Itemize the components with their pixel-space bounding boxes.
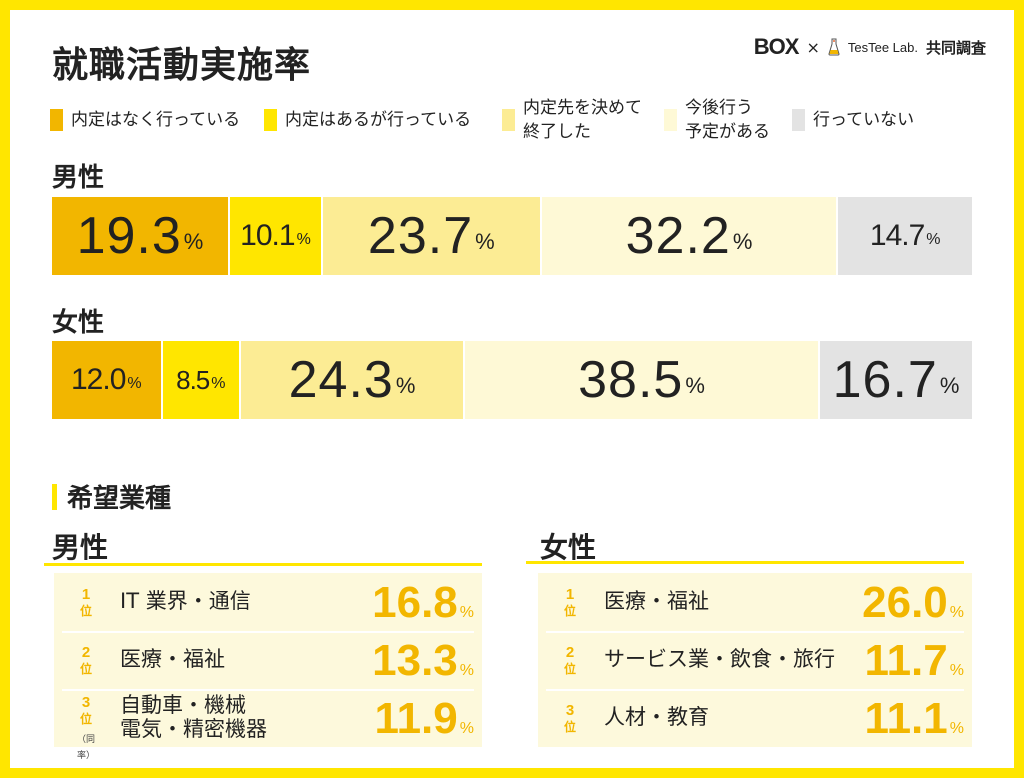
row-divider [546,689,964,691]
industry-name: 医療・福祉 [604,589,709,613]
legend-item: 行っていない [792,108,914,132]
legend-swatch [50,109,63,131]
female-stacked-bar: 12.0% 8.5% 24.3% 38.5% 16.7% [52,341,974,419]
female-ranking-underline [526,561,964,564]
rank-number: 3 位（同率） [74,695,98,763]
testee-logo: TesTee Lab. [847,39,918,55]
industry-percentage: 16.8% [372,578,474,627]
percent-sign: % [732,229,753,254]
legend: 内定はなく行っている 内定はあるが行っている 内定先を決めて 終了した 今後行う… [50,96,1000,148]
bar-segment: 32.2% [541,197,837,275]
bar-segment: 10.1% [229,197,322,275]
legend-label: 内定はあるが行っている [285,110,472,130]
legend-label: 内定先を決めて 終了した [523,98,642,142]
ranking-row: 3 位（同率） 自動車・機械 電気・精密機器 11.9% [54,691,482,760]
joint-survey-label: 共同調査 [925,38,986,57]
tie-note: （同率） [76,734,95,760]
bar-value-label: 38.5 [578,351,684,409]
box-logo: BOX [753,34,800,59]
bar-segment: 23.7% [323,197,540,275]
percent-sign: % [211,375,226,392]
legend-item: 内定先を決めて 終了した [502,96,673,144]
bar-segment: 12.0% [52,341,161,419]
bar-segment: 38.5% [465,341,819,419]
brand: BOX × TesTee Lab. 共同調査 [754,34,986,60]
industry-percentage: 11.7% [864,636,964,685]
section-title-text: 希望業種 [67,484,172,514]
percent-sign: % [296,231,311,248]
industry-name: サービス業・飲食・旅行 [604,647,835,671]
legend-swatch [664,109,677,131]
legend-label: 内定はなく行っている [71,110,241,130]
bar-value-label: 24.3 [288,351,394,409]
bar-value-label: 16.7 [832,351,938,409]
bar-value-label: 10.1 [240,219,295,252]
percent-sign: % [127,375,142,392]
male-ranking-list: 1 位 IT 業界・通信 16.8% 2 位 医療・福祉 13.3% 3 位（同率） 自動車・機械 … [54,573,482,760]
legend-swatch [502,109,515,131]
male-stacked-bar: 19.3% 10.1% 23.7% 32.2% 14.7% [52,197,974,275]
percent-sign: % [685,373,705,398]
bar-value-label: 8.5 [176,364,210,395]
ranking-row: 1 位 IT 業界・通信 16.8% [54,575,482,629]
industry-percentage: 11.9% [374,694,474,743]
section-marker [52,483,57,510]
female-bar-label: 女性 [52,308,105,338]
row-divider [62,689,474,691]
female-ranking-heading: 女性 [540,531,597,564]
percent-sign: % [183,229,204,254]
row-divider [546,631,964,633]
female-ranking-list: 1 位 医療・福祉 26.0% 2 位 サービス業・飲食・旅行 11.7% 3 位 人材・教育 11.… [538,573,972,747]
male-ranking-heading: 男性 [52,531,109,564]
legend-item: 内定はあるが行っている [264,108,471,132]
bar-value-label: 19.3 [76,207,182,265]
section-title: 希望業種 [52,478,171,515]
brand-times: × [806,37,820,57]
ranking-row: 3 位 人材・教育 11.1% [538,691,972,745]
bar-value-label: 32.2 [625,207,731,265]
legend-label: 行っていない [813,110,915,130]
industry-name: 人材・教育 [604,705,709,729]
bar-segment: 16.7% [820,341,972,419]
ranking-row: 2 位 医療・福祉 13.3% [54,633,482,687]
bar-segment: 8.5% [162,341,239,419]
legend-item: 内定はなく行っている [50,108,240,132]
bar-segment: 19.3% [52,197,228,275]
legend-label: 今後行う 予定がある [685,98,770,142]
bar-value-label: 14.7 [869,219,925,252]
bar-segment: 14.7% [838,197,972,275]
flask-icon [828,38,840,56]
male-ranking-underline [44,563,482,566]
industry-percentage: 13.3% [372,636,474,685]
industry-name: 自動車・機械 電気・精密機器 [120,693,267,741]
row-divider [62,631,474,633]
percent-sign: % [926,231,941,248]
ranking-row: 1 位 医療・福祉 26.0% [538,575,972,629]
percent-sign: % [395,373,416,398]
legend-item: 今後行う 予定がある [664,96,795,144]
male-bar-label: 男性 [52,163,105,193]
legend-swatch [264,109,277,131]
ranking-row: 2 位 サービス業・飲食・旅行 11.7% [538,633,972,687]
industry-name: 医療・福祉 [120,647,225,671]
industry-percentage: 11.1% [864,694,964,743]
bar-value-label: 23.7 [367,207,474,265]
bar-value-label: 12.0 [71,363,126,396]
bar-segment: 24.3% [241,341,464,419]
percent-sign: % [475,229,495,254]
percent-sign: % [939,373,960,398]
legend-swatch [792,109,805,131]
industry-name: IT 業界・通信 [120,589,251,613]
page-title: 就職活動実施率 [52,45,312,86]
industry-percentage: 26.0% [862,578,964,627]
